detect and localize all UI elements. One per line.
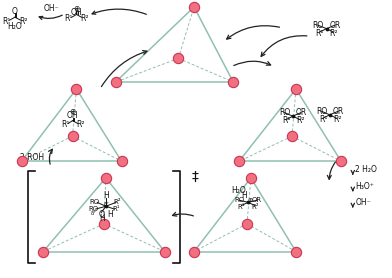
Text: RO: RO — [234, 197, 244, 203]
Text: 2 ROH: 2 ROH — [20, 153, 44, 162]
Point — [327, 113, 333, 117]
Point — [245, 200, 251, 205]
Point — [191, 5, 197, 9]
Text: OR: OR — [296, 108, 307, 117]
Text: OH: OH — [67, 111, 78, 120]
Text: R¹: R¹ — [112, 206, 120, 212]
Text: H: H — [103, 192, 109, 200]
Text: R¹: R¹ — [61, 120, 69, 129]
Text: R²: R² — [330, 29, 338, 38]
Point — [290, 114, 296, 118]
Text: R¹: R¹ — [319, 115, 327, 124]
Point — [103, 204, 109, 208]
Point — [103, 176, 109, 180]
Text: OH⁻: OH⁻ — [44, 4, 60, 13]
Text: R¹: R¹ — [2, 17, 11, 26]
Point — [162, 249, 168, 254]
Text: $\oplus$: $\oplus$ — [247, 196, 253, 204]
Text: R²: R² — [80, 14, 89, 23]
Text: OH⁻: OH⁻ — [355, 198, 371, 207]
Text: OR: OR — [330, 21, 341, 29]
Text: H₂O: H₂O — [232, 186, 247, 195]
Point — [101, 222, 107, 226]
Text: R²: R² — [333, 115, 341, 124]
Point — [18, 159, 25, 163]
Text: R²: R² — [76, 120, 85, 129]
Point — [293, 87, 299, 91]
Text: H: H — [241, 191, 247, 200]
Text: O: O — [12, 7, 18, 16]
FancyArrowPatch shape — [234, 61, 270, 66]
Point — [40, 249, 46, 254]
Point — [191, 249, 197, 254]
FancyArrowPatch shape — [227, 26, 279, 39]
Text: H: H — [99, 214, 105, 223]
Text: R²: R² — [296, 116, 305, 125]
Point — [244, 222, 250, 226]
Text: OH: OH — [71, 8, 82, 17]
Point — [73, 87, 80, 91]
Text: $\oplus$: $\oplus$ — [73, 4, 80, 13]
FancyArrowPatch shape — [327, 162, 336, 179]
Text: R¹: R¹ — [316, 29, 324, 38]
Text: RO: RO — [90, 199, 100, 205]
Text: $\oplus$: $\oplus$ — [69, 107, 76, 116]
Point — [69, 134, 76, 138]
FancyArrowPatch shape — [39, 15, 62, 19]
Text: RO: RO — [88, 206, 98, 212]
FancyArrowPatch shape — [49, 149, 53, 164]
Text: H₂O: H₂O — [7, 22, 22, 31]
FancyArrowPatch shape — [92, 9, 146, 14]
Text: OR: OR — [252, 197, 262, 203]
Point — [289, 134, 295, 138]
Text: 2 H₂O: 2 H₂O — [355, 165, 377, 174]
Text: OR: OR — [333, 107, 344, 116]
FancyArrowPatch shape — [351, 203, 354, 207]
Point — [118, 159, 125, 163]
Point — [175, 56, 181, 61]
Text: R¹: R¹ — [238, 204, 245, 210]
Text: RO: RO — [316, 107, 327, 116]
Text: RO: RO — [279, 108, 290, 117]
Text: δ⁺: δ⁺ — [91, 211, 97, 216]
Text: R²: R² — [19, 17, 28, 26]
Text: ‡: ‡ — [192, 170, 199, 184]
Text: H: H — [107, 210, 113, 219]
Text: δ⁺: δ⁺ — [104, 202, 110, 207]
Text: R¹: R¹ — [64, 14, 73, 23]
Text: R¹: R¹ — [282, 116, 290, 125]
Point — [293, 249, 299, 254]
Point — [113, 80, 119, 84]
Text: R²: R² — [251, 204, 259, 210]
Point — [236, 159, 242, 163]
Text: RO: RO — [312, 21, 323, 29]
FancyArrowPatch shape — [172, 212, 193, 216]
Text: H₃O⁺: H₃O⁺ — [355, 182, 374, 191]
FancyArrowPatch shape — [351, 170, 354, 174]
Text: R²: R² — [114, 199, 122, 205]
Text: O: O — [98, 210, 104, 219]
FancyArrowPatch shape — [102, 51, 147, 86]
Point — [248, 176, 254, 180]
Point — [323, 26, 330, 31]
FancyArrowPatch shape — [261, 36, 307, 56]
Point — [230, 80, 236, 84]
FancyArrowPatch shape — [351, 187, 354, 191]
Point — [338, 159, 344, 163]
